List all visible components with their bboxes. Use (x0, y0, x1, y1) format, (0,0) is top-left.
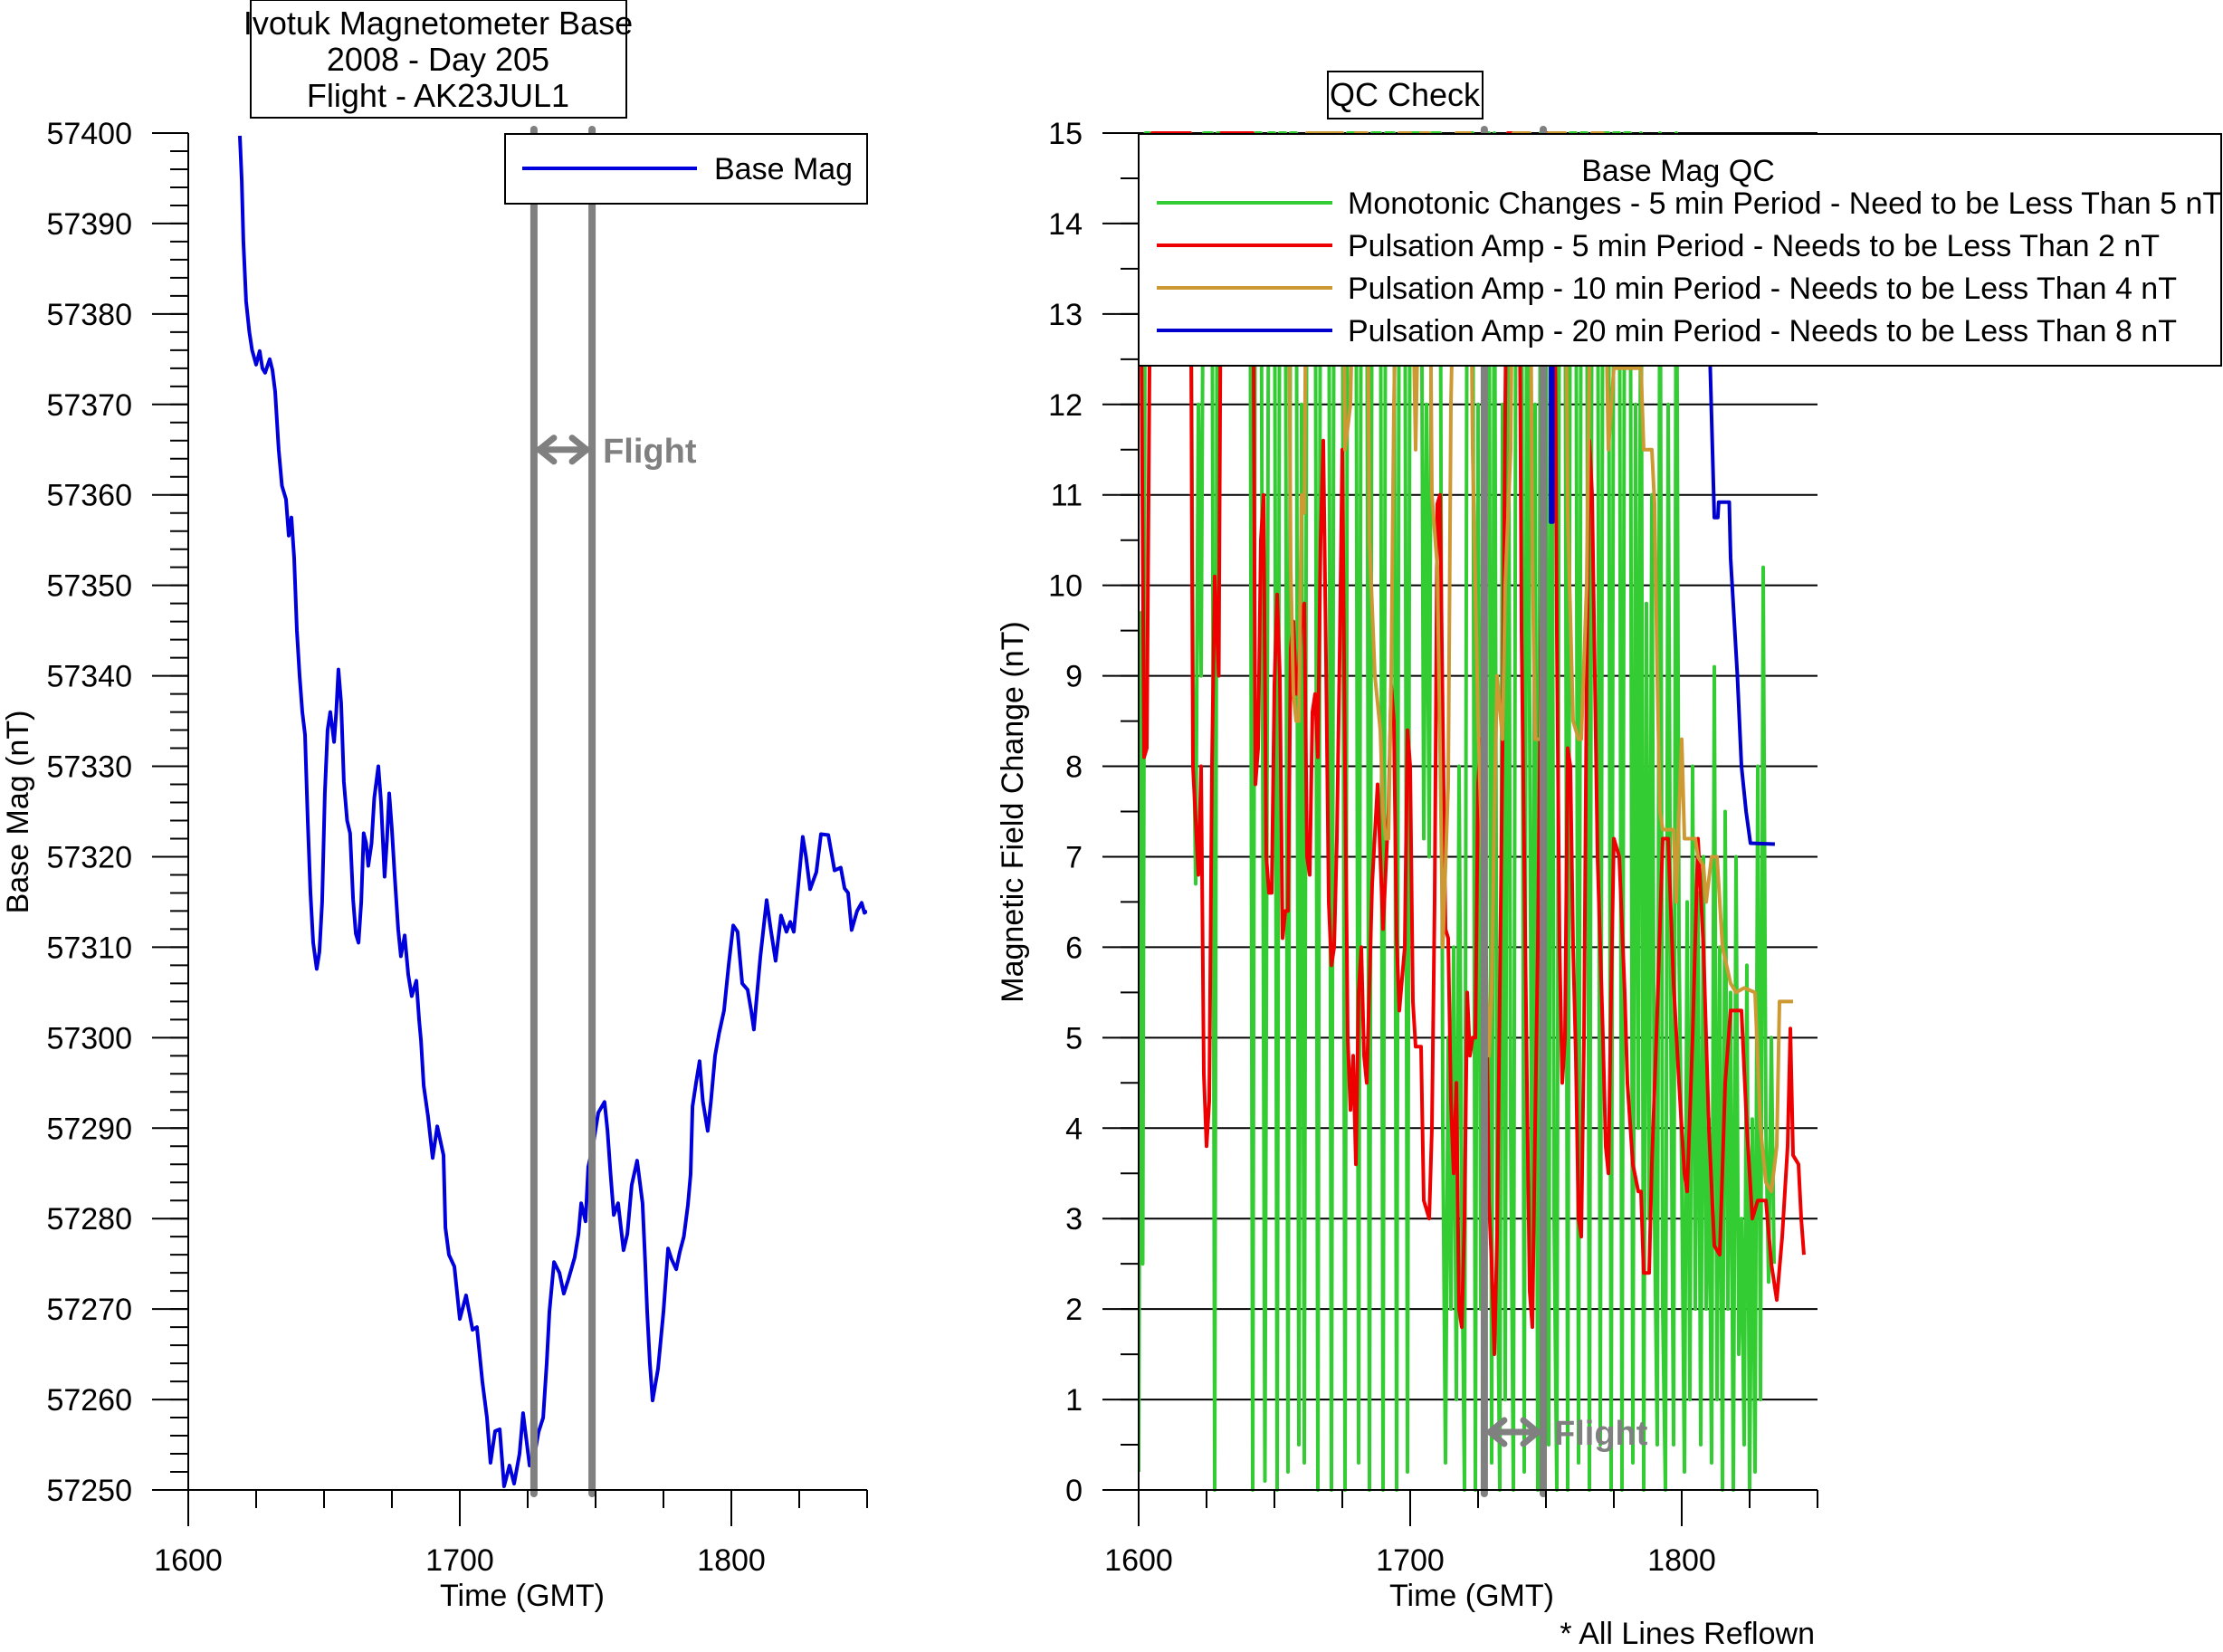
left-title-box: Ivotuk Magnetometer Base 2008 - Day 205 … (243, 0, 633, 119)
left-y-tick-label: 57370 (46, 388, 132, 423)
right-y-tick-label: 2 (1065, 1293, 1083, 1327)
left-y-tick-label: 57340 (46, 660, 132, 694)
left-x-tick-label: 1600 (154, 1543, 223, 1578)
right-y-tick-label: 1 (1065, 1383, 1083, 1418)
left-y-tick-label: 57290 (46, 1112, 132, 1146)
legend-label-3: Pulsation Amp - 20 min Period - Needs to… (1348, 314, 2177, 349)
right-title: QC Check (1330, 76, 1481, 113)
right-y-tick-label: 6 (1065, 931, 1083, 965)
right-y-tick-label: 14 (1048, 207, 1083, 242)
right-flight-label: Flight (1554, 1415, 1648, 1453)
left-flight-marker: Flight (530, 126, 697, 1497)
left-flight-arrow-right-icon (568, 434, 590, 465)
right-legend: Base Mag QC Monotonic Changes - 5 min Pe… (1138, 133, 2222, 367)
right-y-tick-label: 15 (1048, 117, 1083, 151)
left-y-axis-title: Base Mag (nT) (1, 711, 35, 914)
left-y-tick-label: 57390 (46, 207, 132, 242)
left-title-line-1: Ivotuk Magnetometer Base (243, 5, 633, 42)
legend-label-0: Monotonic Changes - 5 min Period - Need … (1348, 186, 2221, 221)
right-flight-arrow-left-icon (1486, 1417, 1508, 1447)
left-x-tick-label: 1800 (697, 1543, 766, 1578)
right-y-tick-label: 8 (1065, 750, 1083, 785)
left-flight-label: Flight (603, 433, 697, 471)
left-title-line-2: 2008 - Day 205 (327, 41, 549, 78)
left-y-tick-label: 57330 (46, 750, 132, 785)
right-y-tick-label: 7 (1065, 840, 1083, 874)
left-series-line-0 (238, 135, 867, 1488)
left-y-tick-label: 57300 (46, 1021, 132, 1055)
legend-label-1: Pulsation Amp - 5 min Period - Needs to … (1348, 229, 2160, 263)
right-y-tick-label: 10 (1048, 569, 1083, 604)
left-chart: Flight 57400 57390 57380 57370 57360 57350 573… (1, 0, 868, 1613)
right-x-tick-label: 1800 (1647, 1543, 1716, 1578)
right-series-line-0 (1139, 131, 1776, 1492)
left-legend: Base Mag (504, 133, 868, 205)
left-y-tick-label: 57320 (46, 840, 132, 874)
right-title-box: QC Check (1327, 71, 1484, 119)
left-flight-arrow-left-icon (536, 434, 558, 465)
right-y-tick-label: 9 (1065, 660, 1083, 694)
left-x-tick-label: 1700 (425, 1543, 494, 1578)
right-y-tick-label: 0 (1065, 1474, 1083, 1508)
left-y-tick-label: 57270 (46, 1293, 132, 1327)
left-y-tick-label: 57250 (46, 1474, 132, 1508)
right-y-tick-label: 12 (1048, 388, 1083, 423)
left-y-tick-label: 57310 (46, 931, 132, 965)
left-y-tick-label: 57360 (46, 479, 132, 513)
legend-label-base-mag: Base Mag (714, 152, 853, 186)
left-title-line-3: Flight - AK23JUL1 (307, 77, 569, 114)
right-y-tick-label: 13 (1048, 298, 1083, 332)
left-y-tick-label: 57280 (46, 1202, 132, 1237)
left-axes: 57400 57390 57380 57370 57360 57350 57340 57330… (46, 117, 868, 1578)
right-flight-arrow-right-icon (1520, 1417, 1541, 1447)
left-x-axis-title: Time (GMT) (440, 1579, 605, 1613)
right-legend-title: Base Mag QC (1581, 154, 1775, 188)
right-x-tick-label: 1700 (1376, 1543, 1445, 1578)
reflown-note: * All Lines Reflown (1560, 1617, 1815, 1651)
right-y-tick-label: 5 (1065, 1021, 1083, 1055)
left-y-tick-label: 57400 (46, 117, 132, 151)
right-y-tick-label: 3 (1065, 1202, 1083, 1237)
right-y-tick-label: 11 (1051, 479, 1083, 513)
legend-label-2: Pulsation Amp - 10 min Period - Needs to… (1348, 272, 2177, 306)
left-y-tick-label: 57350 (46, 569, 132, 604)
right-y-axis-title: Magnetic Field Change (nT) (996, 621, 1030, 1002)
right-y-tick-label: 4 (1065, 1112, 1083, 1146)
right-legend-entries: Monotonic Changes - 5 min Period - Need … (1157, 186, 2221, 349)
right-x-axis-title: Time (GMT) (1389, 1579, 1554, 1613)
left-plot-area (238, 135, 867, 1488)
left-y-tick-label: 57380 (46, 298, 132, 332)
right-series-line-1 (1139, 131, 1806, 1357)
right-x-tick-label: 1600 (1104, 1543, 1173, 1578)
left-y-tick-label: 57260 (46, 1383, 132, 1418)
